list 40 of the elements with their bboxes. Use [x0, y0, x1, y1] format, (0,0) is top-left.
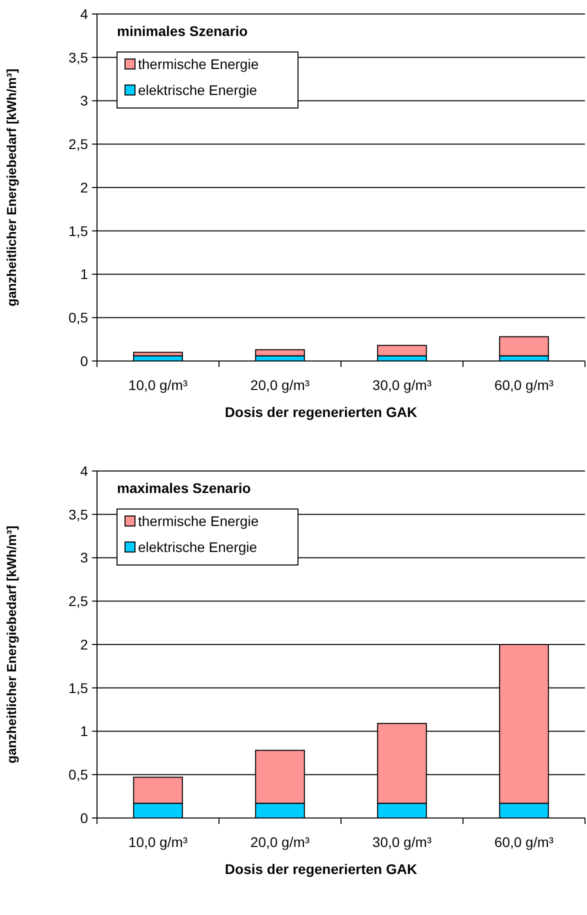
x-tick-label: 20,0 g/m³ [250, 834, 310, 850]
bar [133, 352, 183, 356]
y-tick-label: 0 [80, 352, 88, 369]
y-tick-label: 0,5 [68, 310, 88, 326]
bar [377, 344, 427, 356]
y-tick-label: 3 [80, 550, 88, 566]
text: maximales Szenario [117, 480, 251, 496]
y-tick-label: 2 [80, 179, 88, 196]
y-tick-label: 3,5 [68, 506, 88, 522]
y-tick-label: 1,5 [68, 680, 88, 696]
y-tick-label: 2,5 [68, 136, 88, 152]
legend-label: elektrische Energie [138, 82, 258, 98]
x-tick-label: 10,0 g/m³ [128, 377, 188, 393]
x-tick-label: 10,0 g/m³ [128, 834, 188, 850]
legend-label: elektrische Energie [138, 538, 258, 555]
y-tick-label: 1 [80, 723, 88, 740]
x-tick-label: 30,0 g/m³ [372, 377, 432, 393]
y-tick-label: 3,5 [68, 49, 88, 66]
y-axis-title: ganzheitlicher Energiebedarf [kWh/m³] [4, 68, 19, 306]
y-tick-label: 2 [80, 636, 88, 652]
x-axis-title: Dosis der regenerierten GAK [224, 404, 418, 420]
y-tick-label: 0 [80, 810, 88, 826]
x-axis-title: Dosis der regenerierten GAK [224, 861, 418, 877]
y-tick-label: 4 [80, 6, 88, 22]
y-tick-label: 0,5 [68, 766, 88, 783]
text: minimales Szenario [117, 23, 248, 39]
legend-label: thermische Energie [138, 56, 259, 72]
y-tick-label: 1,5 [68, 222, 88, 239]
y-tick-label: 1 [80, 266, 88, 282]
y-axis-title: ganzheitlicher Energiebedarf [kWh/m³] [4, 526, 19, 764]
x-tick-label: 20,0 g/m³ [250, 377, 310, 393]
x-tick-label: 30,0 g/m³ [372, 834, 432, 850]
y-tick-label: 4 [80, 462, 88, 479]
legend-label: thermische Energie [138, 512, 259, 529]
bar [499, 336, 549, 356]
x-tick-label: 60,0 g/m³ [494, 377, 554, 393]
y-tick-label: 3 [80, 92, 88, 109]
bar [255, 349, 305, 356]
y-tick-label: 2,5 [68, 593, 88, 610]
x-tick-label: 60,0 g/m³ [494, 834, 554, 850]
